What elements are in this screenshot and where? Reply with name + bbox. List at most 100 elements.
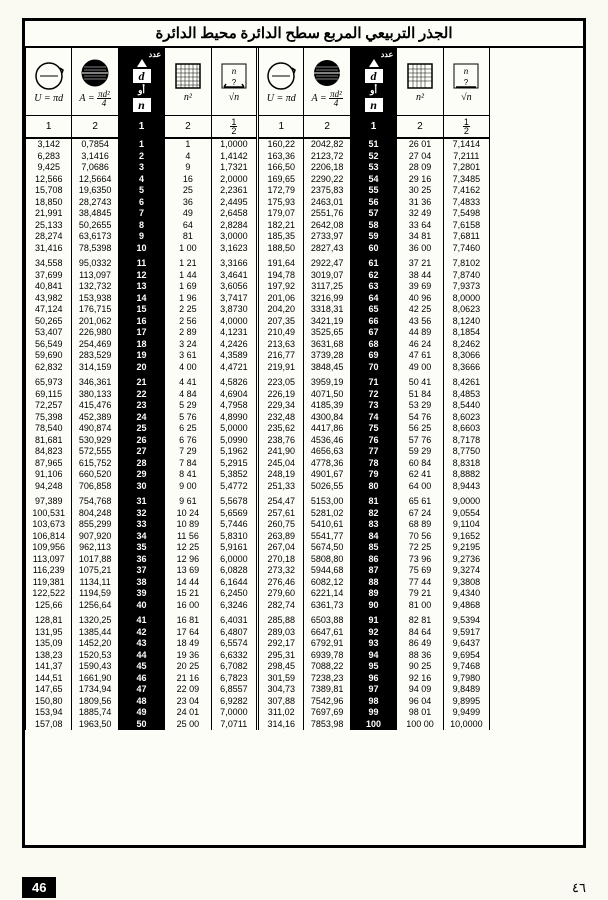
table-row: 72,257415,476235 294,7958229,344185,3973… xyxy=(26,400,583,412)
cell: 75,398 xyxy=(26,412,72,424)
cell: 6,5574 xyxy=(211,638,257,650)
cell: 1520,53 xyxy=(72,650,118,662)
cell: 59,690 xyxy=(26,350,72,362)
cell: 2 56 xyxy=(165,316,211,328)
cell: 78,5398 xyxy=(72,243,118,255)
cell: 179,07 xyxy=(258,208,304,220)
cell: 2,6458 xyxy=(211,208,257,220)
hdr-icon-circumference-2: U = πd xyxy=(258,48,304,116)
cell: 106,814 xyxy=(26,531,72,543)
cell: 87 xyxy=(350,565,396,577)
cell: 75 xyxy=(350,423,396,435)
cell: 9,7468 xyxy=(443,661,489,673)
cell: 92 16 xyxy=(397,673,443,685)
cell: 50 41 xyxy=(397,373,443,389)
cell: 9,2736 xyxy=(443,554,489,566)
cell: 7,1414 xyxy=(443,139,489,151)
cell: 6,8557 xyxy=(211,684,257,696)
cell: 254,469 xyxy=(72,339,118,351)
cell: 70 56 xyxy=(397,531,443,543)
table-row: 116,2391075,213713 696,0828273,325944,68… xyxy=(26,565,583,577)
cell: 1,4142 xyxy=(211,151,257,163)
cell: 6939,78 xyxy=(304,650,350,662)
cell: 109,956 xyxy=(26,542,72,554)
cell: 8,2462 xyxy=(443,339,489,351)
cell: 8,4261 xyxy=(443,373,489,389)
cell: 67 xyxy=(350,327,396,339)
cell: 84,823 xyxy=(26,446,72,458)
hdr-formula: U = πd xyxy=(26,93,71,104)
cell: 69,115 xyxy=(26,389,72,401)
cell: 6,3246 xyxy=(211,600,257,612)
cell: 2642,08 xyxy=(304,220,350,232)
cell: 96 xyxy=(350,673,396,685)
cell: 6,2450 xyxy=(211,588,257,600)
table-row: 62,832314,159204 004,4721219,913848,4570… xyxy=(26,362,583,374)
cell: 96 04 xyxy=(397,696,443,708)
cell: 5281,02 xyxy=(304,508,350,520)
cell: 8,6603 xyxy=(443,423,489,435)
cell: 59 xyxy=(350,231,396,243)
data-table: 3,1420,7854111,0000160,222042,825126 017… xyxy=(25,139,583,730)
cell: 1885,74 xyxy=(72,707,118,719)
svg-text:n: n xyxy=(232,66,237,76)
table-row: 125,661256,644016 006,3246282,746361,739… xyxy=(26,600,583,612)
cell: 93 xyxy=(350,638,396,650)
cell: 8,9443 xyxy=(443,481,489,493)
cell: 67 24 xyxy=(397,508,443,520)
table-row: 109,956962,1133512 255,9161267,045674,50… xyxy=(26,542,583,554)
cell: 4901,67 xyxy=(304,469,350,481)
cell: 7,7460 xyxy=(443,243,489,255)
cell: 144,51 xyxy=(26,673,72,685)
cell: 530,929 xyxy=(72,435,118,447)
cell: 9,1652 xyxy=(443,531,489,543)
cell: 241,90 xyxy=(258,446,304,458)
cell: 88 36 xyxy=(397,650,443,662)
cell: 295,31 xyxy=(258,650,304,662)
cell: 2,8284 xyxy=(211,220,257,232)
cell: 5,3852 xyxy=(211,469,257,481)
cell: 3,1416 xyxy=(72,151,118,163)
cell: 8,0623 xyxy=(443,304,489,316)
cell: 6082,12 xyxy=(304,577,350,589)
cell: 16 00 xyxy=(165,600,211,612)
cell: 84 xyxy=(350,531,396,543)
cell: 24 xyxy=(118,412,164,424)
cell: 6647,61 xyxy=(304,627,350,639)
table-row: 153,941885,744924 017,0000311,027697,699… xyxy=(26,707,583,719)
cell: 5944,68 xyxy=(304,565,350,577)
cell: 23 xyxy=(118,400,164,412)
cell: 10 xyxy=(118,243,164,255)
cell: 216,77 xyxy=(258,350,304,362)
cell: 116,239 xyxy=(26,565,72,577)
cell: 307,88 xyxy=(258,696,304,708)
cell: 4 41 xyxy=(165,373,211,389)
cell: 204,20 xyxy=(258,304,304,316)
cell: 94 09 xyxy=(397,684,443,696)
cell: 38 44 xyxy=(397,270,443,282)
table-row: 84,823572,555277 295,1962241,904656,6377… xyxy=(26,446,583,458)
cell: 4071,50 xyxy=(304,389,350,401)
cell: 3848,45 xyxy=(304,362,350,374)
cell: 59 29 xyxy=(397,446,443,458)
cell: 7,5498 xyxy=(443,208,489,220)
cell: 7,0000 xyxy=(211,707,257,719)
cell: 9,4868 xyxy=(443,600,489,612)
cell: 279,60 xyxy=(258,588,304,600)
cell: 87,965 xyxy=(26,458,72,470)
cell: 1075,21 xyxy=(72,565,118,577)
cell: 907,920 xyxy=(72,531,118,543)
cell: 20 25 xyxy=(165,661,211,673)
cell: 2,2361 xyxy=(211,185,257,197)
table-row: 9,4257,0686391,7321166,502206,185328 097… xyxy=(26,162,583,174)
page-number-left: 46 xyxy=(22,877,56,898)
cell: 32 49 xyxy=(397,208,443,220)
cell: 35 xyxy=(118,542,164,554)
cell: 4 xyxy=(118,174,164,186)
page: الجذر التربيعي المربع سطح الدائرة محيط ا… xyxy=(0,0,608,900)
cell: 9,2195 xyxy=(443,542,489,554)
cell: 56 xyxy=(350,197,396,209)
cell: 9,8995 xyxy=(443,696,489,708)
cell: 283,529 xyxy=(72,350,118,362)
cell: 60 xyxy=(350,243,396,255)
